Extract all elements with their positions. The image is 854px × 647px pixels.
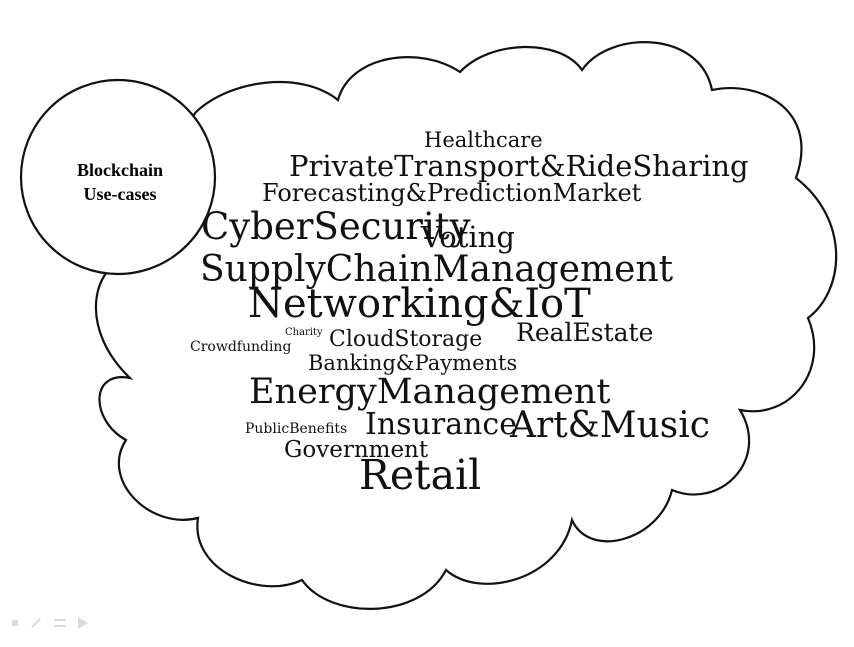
word-energy-management: EnergyManagement	[249, 372, 611, 412]
title-line-1: Blockchain	[76, 160, 164, 180]
word-forecasting: Forecasting&PredictionMarket	[262, 179, 642, 207]
pen-icon[interactable]	[31, 618, 41, 628]
word-retail: Retail	[359, 451, 482, 499]
arrow-right-icon[interactable]	[78, 617, 88, 629]
word-insurance: Insurance	[365, 407, 517, 442]
word-cloud-storage: CloudStorage	[329, 327, 483, 352]
menu-icon[interactable]	[54, 619, 66, 627]
word-public-benefits: PublicBenefits	[245, 421, 348, 437]
word-charity: Charity	[285, 327, 323, 338]
slideshow-controls	[12, 617, 88, 629]
word-supply-chain: SupplyChainManagement	[200, 249, 674, 290]
word-banking-payments: Banking&Payments	[308, 351, 518, 375]
word-cybersecurity: CyberSecurity	[201, 205, 471, 248]
word-real-estate: RealEstate	[516, 318, 654, 347]
title-circle	[19, 78, 217, 276]
word-government: Government	[284, 437, 429, 463]
square-icon[interactable]	[12, 620, 18, 626]
word-voting: Voting	[421, 220, 515, 254]
title-line-2: Use-cases	[83, 184, 157, 204]
word-art-music: Art&Music	[510, 405, 710, 446]
cloud-outline	[94, 41, 838, 610]
word-networking-iot: Networking&IoT	[248, 281, 591, 327]
title-label: Blockchain Use-cases	[22, 112, 218, 252]
word-healthcare: Healthcare	[424, 128, 543, 152]
word-private-transport: PrivateTransport&RideSharing	[289, 149, 749, 183]
word-crowdfunding: Crowdfunding	[190, 339, 292, 355]
